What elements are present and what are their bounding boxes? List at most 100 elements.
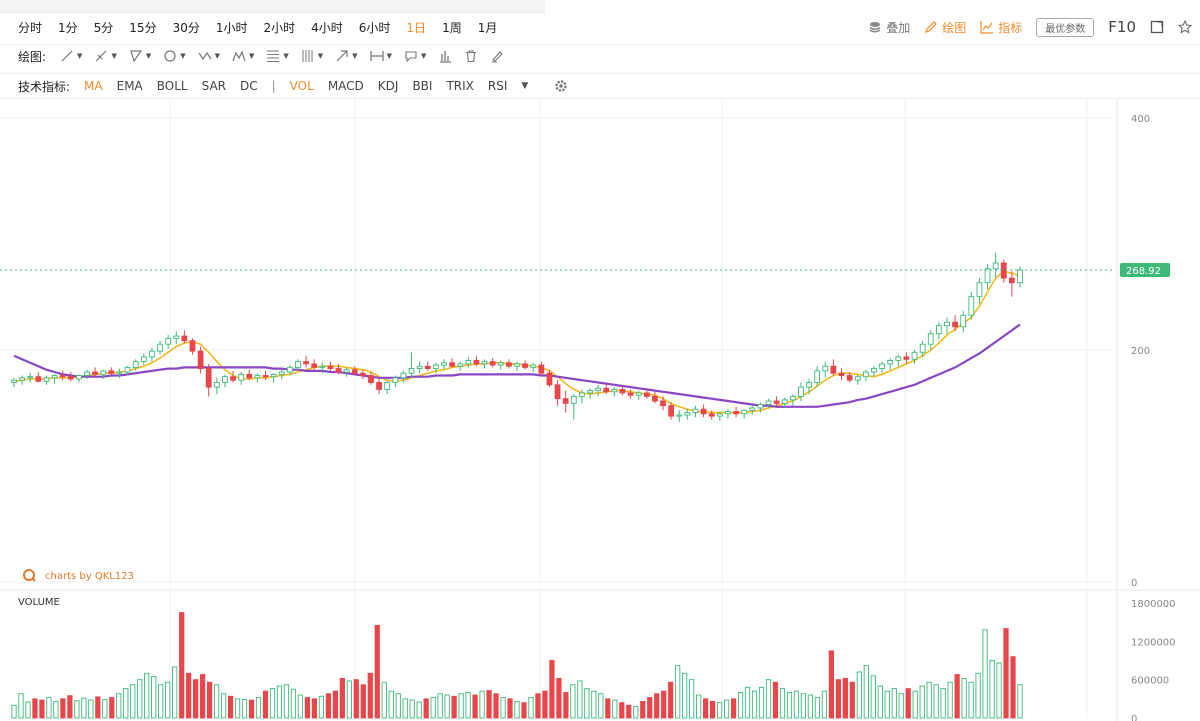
indicator-boll[interactable]: BOLL: [156, 79, 188, 93]
right-toolbar: 叠加 绘图 指标 最优参数 F10: [868, 16, 1192, 38]
candle-body: [846, 375, 853, 381]
candle-body: [173, 335, 180, 339]
candle-body: [960, 314, 967, 328]
candle-body: [854, 376, 861, 381]
candle-body: [862, 371, 869, 378]
eraser-tool[interactable]: [490, 49, 504, 63]
volume-bar: [863, 665, 869, 719]
timeframe-7[interactable]: 4小时: [311, 20, 343, 35]
candle-body: [140, 356, 147, 363]
indicator-vol[interactable]: VOL: [289, 79, 314, 93]
volume-bar: [81, 697, 87, 719]
more-indicators-dropdown[interactable]: ▼: [521, 81, 529, 91]
candle-body: [27, 376, 34, 379]
volume-bar: [318, 695, 325, 719]
volume-bar: [283, 684, 290, 719]
volume-bar: [507, 698, 513, 719]
timeframe-2[interactable]: 5分: [93, 20, 114, 35]
timeframe-9[interactable]: 1日: [406, 20, 427, 35]
indicator-ma[interactable]: MA: [84, 79, 103, 93]
browser-tab-strip: [0, 0, 545, 13]
timeframe-5[interactable]: 1小时: [215, 20, 248, 35]
volume-bar: [640, 700, 646, 719]
price-chart[interactable]: VOLUME 268.92 400 200 0 1800000 1200000 600000…: [0, 98, 1200, 721]
candle-body: [343, 369, 350, 373]
last-price-tag: [1120, 263, 1170, 278]
indicator-trix[interactable]: TRIX: [446, 79, 474, 93]
measure-tool[interactable]: ▼: [369, 49, 392, 63]
channel-tool[interactable]: ▼: [129, 49, 151, 63]
optimal-params-button[interactable]: 最优参数: [1036, 17, 1095, 37]
volume-bar: [46, 697, 52, 719]
candle-body: [157, 343, 163, 352]
candle-body: [789, 395, 796, 401]
candle-body: [424, 365, 431, 370]
candle-body: [725, 411, 731, 415]
indicator-sar[interactable]: SAR: [201, 79, 226, 93]
f10-button[interactable]: F10: [1108, 18, 1136, 36]
volume-bar: [793, 690, 800, 719]
candle-body: [335, 368, 342, 373]
gann-tool[interactable]: ▼: [301, 49, 323, 63]
channel-icon: [130, 50, 142, 63]
volume-bar: [730, 698, 737, 719]
timeframe-11[interactable]: 1月: [477, 20, 498, 35]
candle-body: [384, 382, 391, 390]
volume-bar: [744, 686, 751, 719]
indicator-macd[interactable]: MACD: [327, 79, 364, 93]
gear-icon[interactable]: [554, 79, 568, 93]
volume-bar: [39, 699, 45, 719]
candle-body: [619, 388, 626, 394]
volume-bar: [479, 690, 485, 719]
volume-bar: [172, 666, 178, 719]
timeframe-10[interactable]: 1周: [442, 20, 462, 35]
arrow-tool[interactable]: ▼: [335, 49, 358, 63]
indicator-ema[interactable]: EMA: [116, 79, 143, 93]
timeframe-6[interactable]: 2小时: [263, 20, 296, 35]
volume-bar: [179, 612, 185, 719]
volume-bar: [954, 674, 960, 719]
line-tool[interactable]: ▼: [60, 49, 82, 63]
draw-button[interactable]: 绘图: [924, 19, 966, 36]
candle-body: [92, 371, 99, 375]
indicator-button[interactable]: 指标: [980, 19, 1022, 36]
pattern-tool[interactable]: ▼: [232, 49, 254, 63]
volume-tick-label: 0: [1131, 714, 1137, 721]
indicator-kdj[interactable]: KDJ: [377, 79, 399, 93]
candle-body: [213, 382, 220, 388]
indicator-bbi[interactable]: BBI: [412, 79, 433, 93]
volume-bar: [605, 698, 611, 719]
timeframe-1[interactable]: 1分: [58, 20, 78, 35]
indicator-dc[interactable]: DC: [240, 79, 258, 93]
candle-body: [668, 405, 675, 417]
fibonacci-tool[interactable]: ▼: [266, 49, 289, 63]
timeframe-0[interactable]: 分时: [18, 20, 43, 35]
annotation-tool[interactable]: ▼: [404, 49, 426, 63]
candle-body: [473, 359, 480, 365]
vertical-lines-icon: [302, 50, 313, 62]
timeframe-3[interactable]: 15分: [129, 20, 157, 35]
bars-tool[interactable]: [438, 49, 452, 63]
diagonal-line-icon: [61, 50, 73, 62]
candle-body: [84, 371, 90, 376]
fullscreen-icon[interactable]: [1150, 20, 1164, 34]
wave-tool[interactable]: ▼: [198, 49, 220, 63]
volume-bar: [395, 693, 401, 719]
volume-bar: [262, 690, 269, 719]
volume-bar: [835, 679, 841, 719]
candle-body: [181, 335, 188, 342]
volume-bar: [675, 665, 681, 719]
overlay-button[interactable]: 叠加: [868, 19, 910, 36]
shape-tool[interactable]: ▼: [163, 49, 186, 63]
ray-tool[interactable]: ▼: [94, 49, 117, 63]
star-icon[interactable]: [1178, 20, 1192, 34]
volume-bar: [919, 685, 925, 719]
indicator-rsi[interactable]: RSI: [487, 79, 508, 93]
candle-body: [952, 321, 958, 328]
timeframe-8[interactable]: 6小时: [358, 20, 391, 35]
candle-body: [165, 337, 172, 345]
timeframe-4[interactable]: 30分: [172, 20, 200, 35]
delete-drawings-button[interactable]: [464, 49, 478, 63]
volume-bar: [765, 679, 772, 719]
volume-bar: [1017, 684, 1023, 719]
